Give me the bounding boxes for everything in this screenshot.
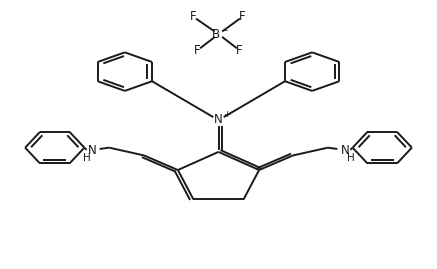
Text: B: B (212, 28, 220, 41)
Text: N: N (341, 144, 350, 157)
Text: F: F (239, 10, 246, 23)
Text: F: F (190, 10, 197, 23)
Text: −: − (220, 25, 228, 34)
Text: H: H (83, 153, 90, 163)
Text: H: H (347, 153, 354, 163)
Text: N: N (87, 144, 96, 157)
Text: F: F (194, 44, 201, 57)
Text: N: N (214, 113, 223, 126)
Text: F: F (236, 44, 243, 57)
Text: +: + (222, 111, 230, 119)
